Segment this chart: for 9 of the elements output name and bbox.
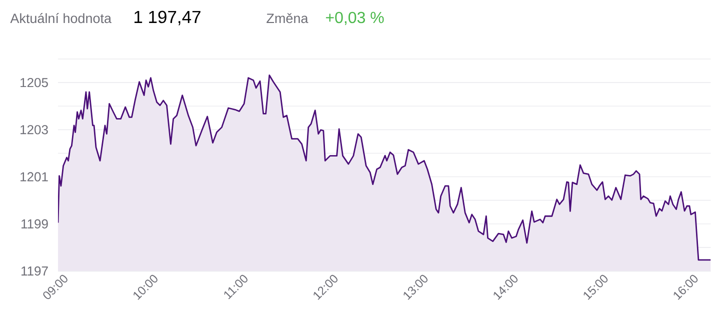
text: 1 197,47 xyxy=(134,10,200,26)
text: +0,03 % xyxy=(326,12,384,26)
y-tick-label: 1205 xyxy=(20,78,48,88)
text: Aktuální hodnota xyxy=(10,13,112,24)
y-tick-label: 1197 xyxy=(22,266,48,276)
y-tick-label: 1201 xyxy=(20,172,48,182)
y-tick-label: 1203 xyxy=(20,125,48,134)
y-tick-label: 1199 xyxy=(22,219,48,228)
text: Změna xyxy=(266,13,308,24)
